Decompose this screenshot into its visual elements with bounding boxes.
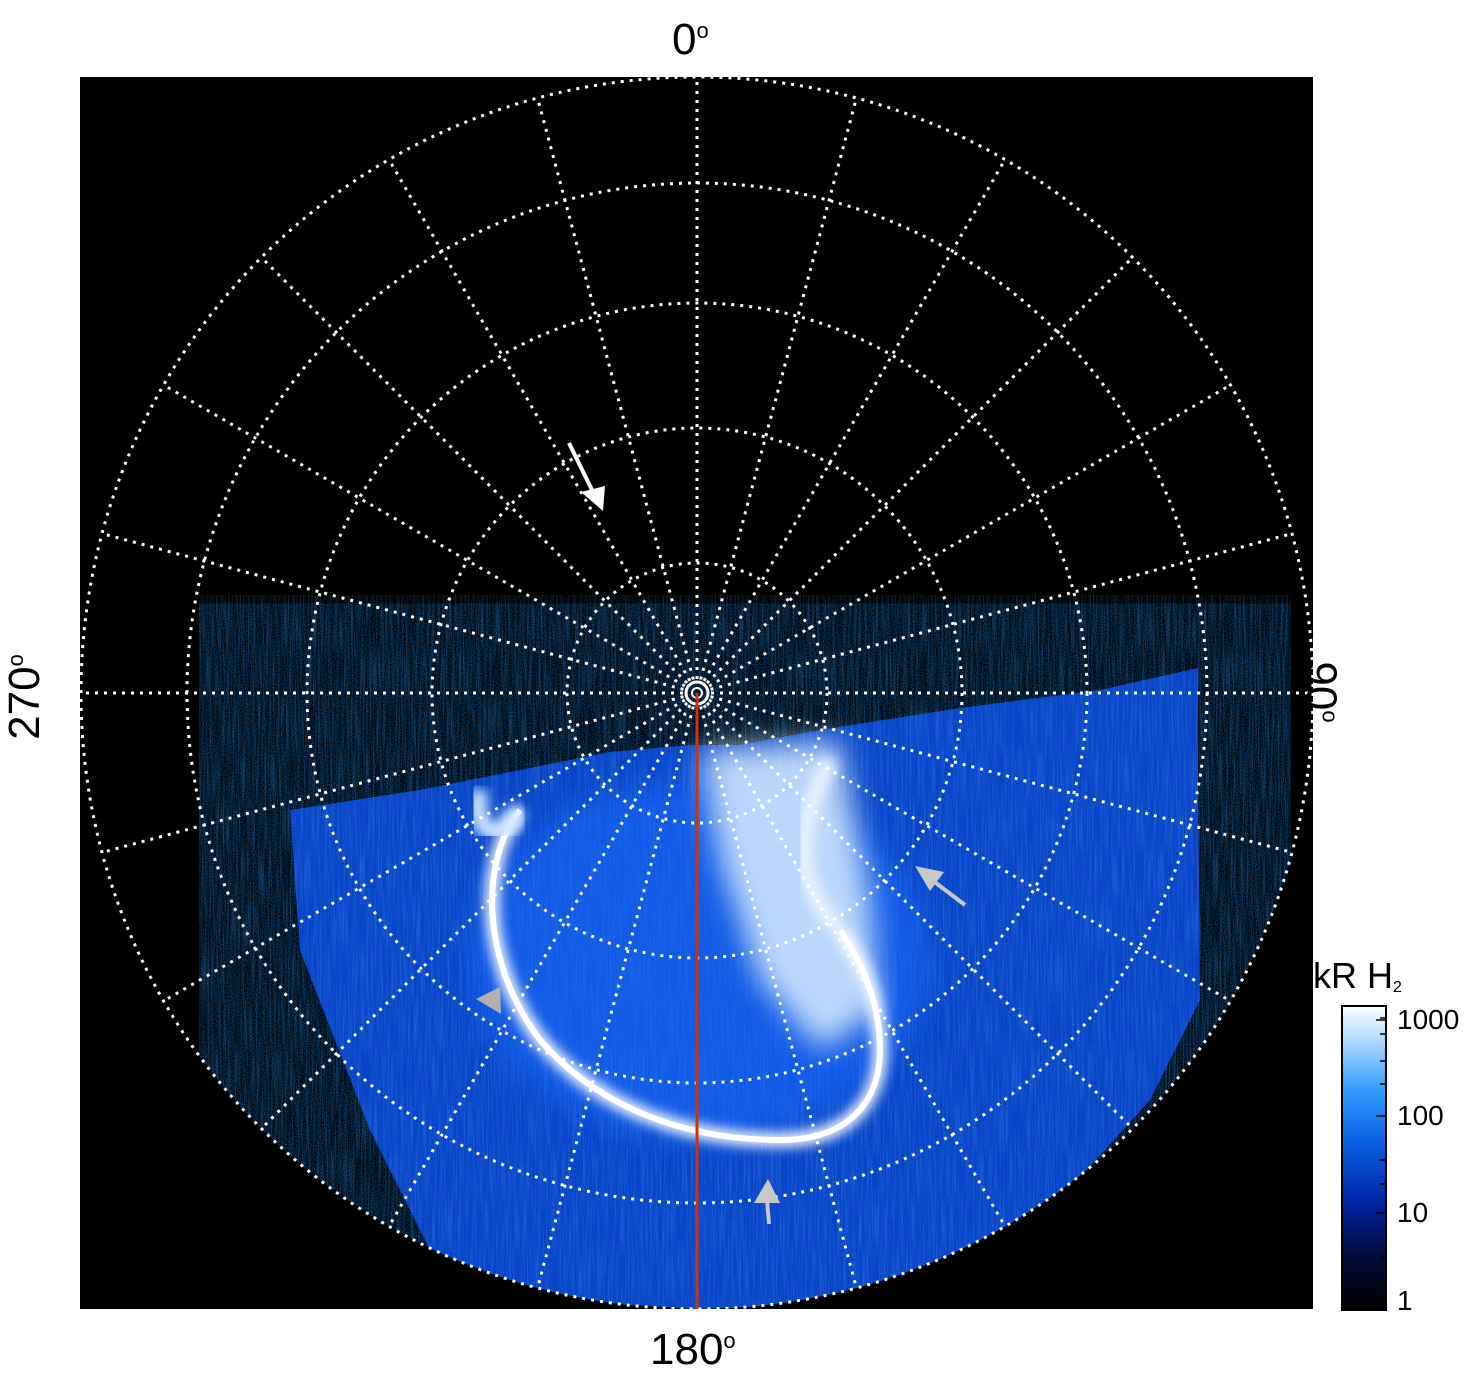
- latitude-circle: [79, 75, 1315, 1311]
- meridian-line: [387, 158, 692, 682]
- meridian-line: [702, 158, 1007, 682]
- meridian-line: [708, 383, 1232, 688]
- meridian-line: [705, 256, 1134, 685]
- polar-arc-left: [469, 787, 529, 841]
- arrow-grey-bottom-icon: [754, 1179, 780, 1225]
- degree-symbol: o: [723, 1328, 736, 1353]
- meridian-line: [101, 532, 684, 691]
- meridian-line: [710, 532, 1293, 691]
- latitude-circle: [565, 561, 829, 825]
- dawn-arc: [796, 756, 846, 936]
- meridian-line: [101, 695, 684, 854]
- arrow-grey-left-icon: [476, 987, 501, 1014]
- colorbar-title-text: kR H: [1313, 955, 1393, 996]
- colorbar-title-subscript: 2: [1393, 979, 1402, 996]
- longitude-value: 270: [0, 666, 49, 740]
- meridian-line: [705, 701, 1134, 1130]
- meridian-line: [260, 701, 689, 1130]
- colorbar: [1341, 1005, 1387, 1311]
- colorbar-gradient: [1341, 1005, 1387, 1311]
- meridian-line: [536, 706, 695, 1289]
- main-auroral-oval-core: [489, 808, 884, 1144]
- aurora-dawn-bright-patch: [700, 740, 880, 1050]
- meridian-line: [710, 695, 1293, 854]
- colorbar-title: kR H2: [1313, 955, 1402, 996]
- meridian-line: [260, 256, 689, 685]
- colorbar-minor-ticks: [1376, 1017, 1386, 1282]
- longitude-value: 0: [672, 15, 697, 64]
- longitude-label-right: 90o: [1296, 661, 1346, 723]
- annotation-arrows: [476, 442, 967, 1225]
- degree-symbol: o: [2, 654, 28, 667]
- colorbar-tick-label: 10: [1397, 1197, 1429, 1228]
- meridian-line: [162, 698, 686, 1003]
- meridian-line: [708, 698, 1232, 1003]
- meridian-line: [702, 704, 1007, 1228]
- arrow-white-icon: [567, 442, 605, 511]
- degree-symbol: o: [696, 18, 709, 43]
- meridian-line: [699, 706, 858, 1289]
- meridian-line: [387, 704, 692, 1228]
- colorbar-tick-label: 1000: [1397, 1004, 1460, 1035]
- meridian-line: [162, 383, 686, 688]
- arrow-grey-right-icon: [915, 866, 967, 907]
- longitude-label-left: 270o: [0, 654, 49, 740]
- aurora-emission: [290, 660, 1200, 1309]
- longitude-value: 90: [1296, 661, 1346, 711]
- longitude-label-bottom: 180o: [650, 1328, 736, 1372]
- meridian-lines: [81, 77, 1313, 1309]
- colorbar-tick-label: 1: [1397, 1285, 1413, 1316]
- longitude-value: 180: [650, 1325, 724, 1374]
- meridian-line: [699, 97, 858, 680]
- degree-symbol: o: [1317, 710, 1343, 723]
- meridian-line: [536, 97, 695, 680]
- colorbar-tick-label: 100: [1397, 1100, 1444, 1131]
- longitude-label-top: 0o: [672, 18, 709, 62]
